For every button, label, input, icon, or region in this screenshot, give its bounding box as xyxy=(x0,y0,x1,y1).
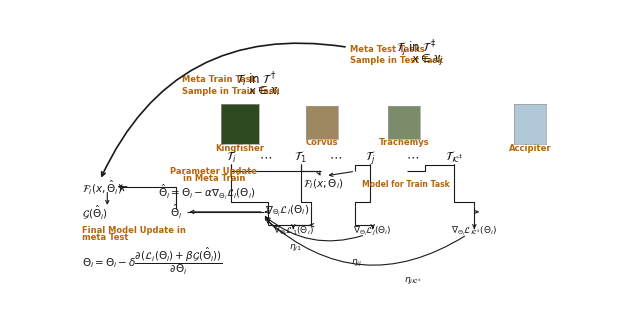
Text: $\nabla_{\Theta_i}\mathcal{L}_{\mathcal{K}^\ddagger}(\Theta_i)$: $\nabla_{\Theta_i}\mathcal{L}_{\mathcal{… xyxy=(451,225,497,238)
Text: $\Theta_i = \Theta_i - \delta \dfrac{\partial(\mathcal{L}_i(\Theta_i) + \beta\ma: $\Theta_i = \Theta_i - \delta \dfrac{\pa… xyxy=(83,245,223,277)
Text: $\nabla_{\Theta_i}\mathcal{L}_i(\Theta_i)$: $\nabla_{\Theta_i}\mathcal{L}_i(\Theta_i… xyxy=(264,204,308,219)
Text: $\mathcal{T}_j$ in $\mathcal{T}^\ddagger$: $\mathcal{T}_j$ in $\mathcal{T}^\ddagger… xyxy=(396,39,437,59)
Text: Meta Train Task: Meta Train Task xyxy=(182,75,256,85)
Text: $\cdots$: $\cdots$ xyxy=(406,151,419,164)
Text: Final Model Update in: Final Model Update in xyxy=(83,226,186,235)
Text: $\mathcal{T}_j$: $\mathcal{T}_j$ xyxy=(365,149,376,166)
Text: $\eta_{ij}$: $\eta_{ij}$ xyxy=(351,258,362,269)
Text: $\mathcal{T}_1$: $\mathcal{T}_1$ xyxy=(294,150,307,165)
Text: Sample in Train Task: Sample in Train Task xyxy=(182,87,279,96)
Text: $\cdots$: $\cdots$ xyxy=(259,151,273,164)
Text: $\nabla_{\Theta_i}\mathcal{L}_j(\Theta_i)$: $\nabla_{\Theta_i}\mathcal{L}_j(\Theta_i… xyxy=(353,225,392,238)
Text: $\hat{\Theta}_i$: $\hat{\Theta}_i$ xyxy=(170,203,182,221)
Text: $x \in \mathcal{X}_j$: $x \in \mathcal{X}_j$ xyxy=(411,52,444,69)
Text: $\mathcal{T}_i$ in $\mathcal{T}^\dagger$: $\mathcal{T}_i$ in $\mathcal{T}^\dagger$ xyxy=(236,70,277,89)
Text: Kingfisher: Kingfisher xyxy=(216,144,265,153)
Text: $\eta_{i\mathcal{K}^\ddagger}$: $\eta_{i\mathcal{K}^\ddagger}$ xyxy=(404,275,421,286)
Text: $\hat{\Theta}_i = \Theta_i - \alpha \nabla_{\Theta_i} \mathcal{L}_i(\Theta_i)$: $\hat{\Theta}_i = \Theta_i - \alpha \nab… xyxy=(157,183,255,202)
Text: Parameter Update: Parameter Update xyxy=(170,167,257,176)
Text: $\mathcal{F}_i(x; \Theta_i)$: $\mathcal{F}_i(x; \Theta_i)$ xyxy=(303,177,343,191)
Text: $\mathcal{T}_{\mathcal{K}^\ddagger}$: $\mathcal{T}_{\mathcal{K}^\ddagger}$ xyxy=(445,150,464,165)
Text: $\mathcal{T}_i$: $\mathcal{T}_i$ xyxy=(226,150,237,165)
Text: Corvus: Corvus xyxy=(306,139,339,147)
Text: Accipiter: Accipiter xyxy=(509,144,552,153)
Text: in Meta Train: in Meta Train xyxy=(183,174,245,183)
Text: Model for Train Task: Model for Train Task xyxy=(362,180,449,189)
Text: $\cdots$: $\cdots$ xyxy=(329,151,342,164)
Text: $\mathcal{G}(\hat{\Theta}_i)$: $\mathcal{G}(\hat{\Theta}_i)$ xyxy=(83,203,108,221)
Text: $\nabla_{\Theta_i}\mathcal{L}_1(\Theta_i)$: $\nabla_{\Theta_i}\mathcal{L}_1(\Theta_i… xyxy=(273,225,314,238)
Text: Trachemys: Trachemys xyxy=(379,139,429,147)
Text: $\eta_{i1}$: $\eta_{i1}$ xyxy=(289,241,302,253)
Text: $x \in \mathcal{X}_i$: $x \in \mathcal{X}_i$ xyxy=(248,85,280,99)
Text: Meta Test Tasks: Meta Test Tasks xyxy=(350,44,425,53)
Text: meta Test: meta Test xyxy=(83,233,129,242)
Text: Sample in Test Task: Sample in Test Task xyxy=(350,56,444,65)
Text: $\mathcal{F}_i(x, \hat{\Theta}_i)$: $\mathcal{F}_i(x, \hat{\Theta}_i)$ xyxy=(83,178,123,196)
